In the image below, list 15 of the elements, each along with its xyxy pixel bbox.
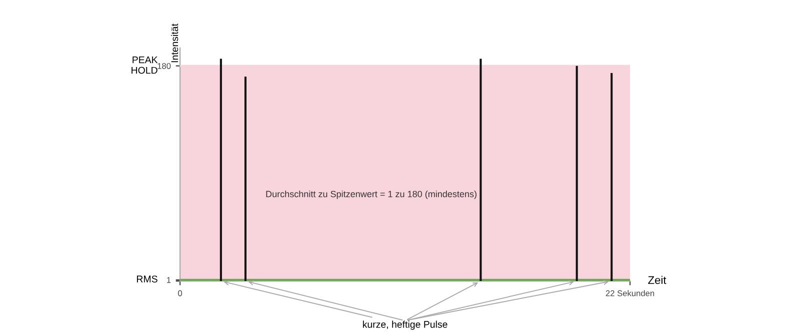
y-tick-label: 1 xyxy=(167,277,171,283)
y-axis-title: Intensität xyxy=(170,24,178,62)
ref-line-label: PEAK HOLD xyxy=(132,56,158,74)
bar xyxy=(480,58,482,282)
annotation: kurze, heftige Pulse xyxy=(362,320,448,330)
bar xyxy=(610,73,613,282)
bar xyxy=(576,66,578,282)
annotation: Durchschnitt zu Spitzenwert = 1 zu 180 (mindestens) xyxy=(266,190,476,200)
x-tick-label: 0 xyxy=(178,290,182,296)
x-tick-label: 22 Sekunden xyxy=(606,290,654,296)
bar xyxy=(244,76,247,282)
ref-line-label: RMS xyxy=(137,276,158,282)
y-tick-label: 180 xyxy=(158,63,171,69)
bar xyxy=(220,58,222,282)
x-axis-title: Zeit xyxy=(648,276,666,284)
